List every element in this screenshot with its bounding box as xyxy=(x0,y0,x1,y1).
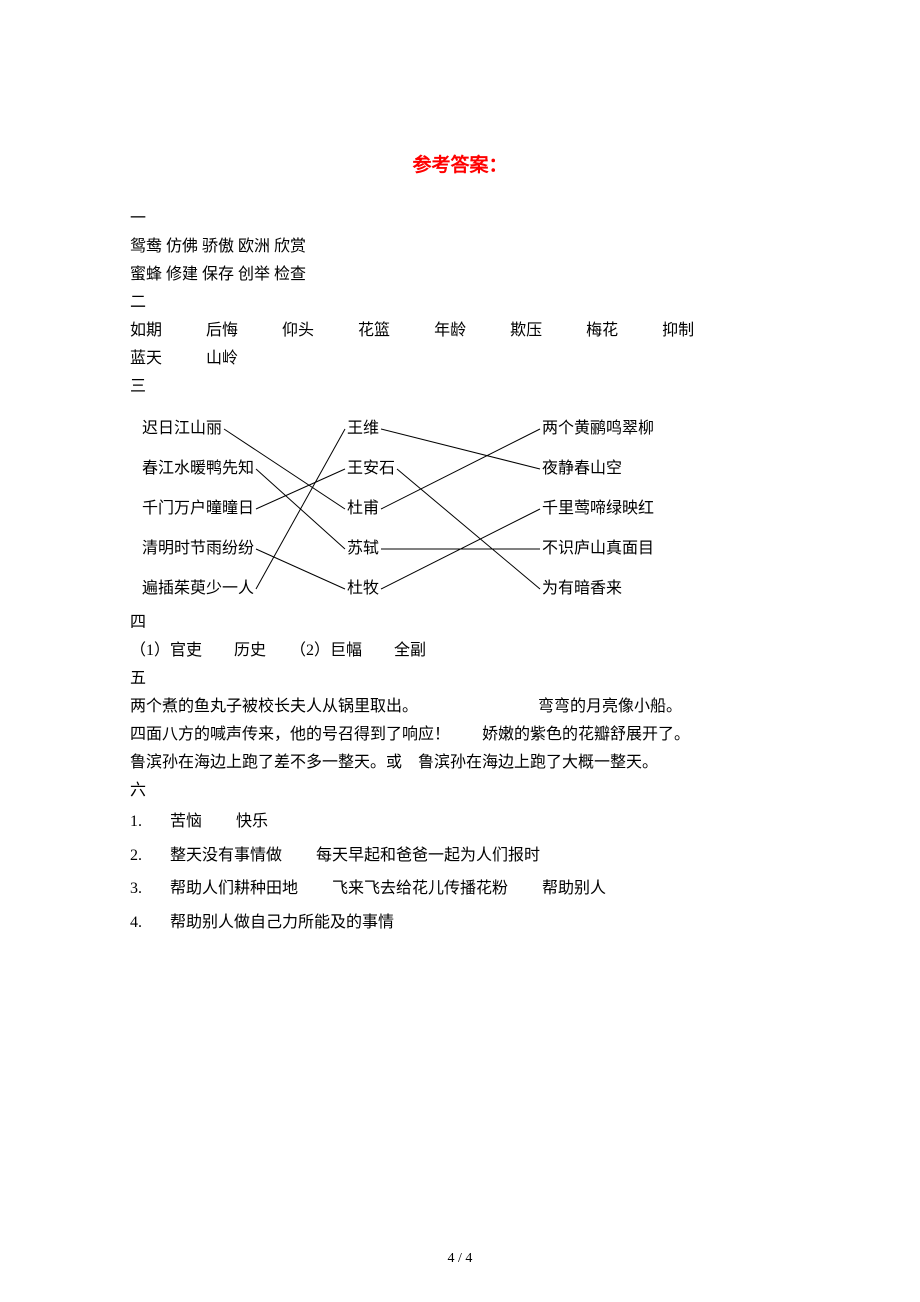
word: 蓝天 xyxy=(130,345,162,373)
word: 欺压 xyxy=(510,317,542,345)
section-1-line-2: 蜜蜂 修建 保存 创举 检查 xyxy=(130,261,790,289)
qa-body: 帮助人们耕种田地 飞来飞去给花儿传播花粉 帮助别人 xyxy=(170,872,636,906)
section-6-label: 六 xyxy=(130,777,790,805)
left-item: 春江水暖鸭先知 xyxy=(142,449,254,489)
section-4-line-1: （1）官吏 历史 （2）巨幅 全副 xyxy=(130,637,790,665)
diagram-col-right: 两个黄鹂鸣翠柳 夜静春山空 千里莺啼绿映红 不识庐山真面目 为有暗香来 xyxy=(542,409,654,609)
qa-part: 帮助人们耕种田地 xyxy=(170,872,298,906)
section-2-label: 二 xyxy=(130,289,790,317)
section-5-line-3: 鲁滨孙在海边上跑了差不多一整天。或 鲁滨孙在海边上跑了大概一整天。 xyxy=(130,749,790,777)
qa-item: 4. 帮助别人做自己力所能及的事情 xyxy=(130,906,790,940)
mid-item: 王维 xyxy=(347,409,395,449)
mid-item: 杜甫 xyxy=(347,489,395,529)
section-1-line-1: 鸳鸯 仿佛 骄傲 欧洲 欣赏 xyxy=(130,233,790,261)
qa-part: 快乐 xyxy=(236,805,268,839)
word: 后悔 xyxy=(206,317,238,345)
section-1-label: 一 xyxy=(130,205,790,233)
word: 抑制 xyxy=(662,317,694,345)
qa-body: 帮助别人做自己力所能及的事情 xyxy=(170,906,424,940)
diagram-col-mid: 王维 王安石 杜甫 苏轼 杜牧 xyxy=(347,409,395,609)
qa-part: 帮助别人 xyxy=(542,872,606,906)
right-item: 两个黄鹂鸣翠柳 xyxy=(542,409,654,449)
qa-item: 2. 整天没有事情做 每天早起和爸爸一起为人们报时 xyxy=(130,839,790,873)
qa-number: 2. xyxy=(130,839,170,873)
qa-item: 1. 苦恼 快乐 xyxy=(130,805,790,839)
qa-body: 苦恼 快乐 xyxy=(170,805,298,839)
left-item: 遍插茱萸少一人 xyxy=(142,569,254,609)
mid-item: 王安石 xyxy=(347,449,395,489)
qa-part: 苦恼 xyxy=(170,805,202,839)
word: 山岭 xyxy=(206,345,238,373)
left-item: 千门万户曈曈日 xyxy=(142,489,254,529)
answer-key-title: 参考答案： xyxy=(130,150,790,177)
right-item: 夜静春山空 xyxy=(542,449,654,489)
qa-part: 飞来飞去给花儿传播花粉 xyxy=(332,872,508,906)
qa-number: 1. xyxy=(130,805,170,839)
word: 梅花 xyxy=(586,317,618,345)
matching-diagram: 迟日江山丽 春江水暖鸭先知 千门万户曈曈日 清明时节雨纷纷 遍插茱萸少一人 王维… xyxy=(142,409,790,609)
left-item: 清明时节雨纷纷 xyxy=(142,529,254,569)
mid-item: 杜牧 xyxy=(347,569,395,609)
qa-part: 每天早起和爸爸一起为人们报时 xyxy=(316,839,540,873)
right-item: 千里莺啼绿映红 xyxy=(542,489,654,529)
right-item: 不识庐山真面目 xyxy=(542,529,654,569)
right-item: 为有暗香来 xyxy=(542,569,654,609)
word: 花篮 xyxy=(358,317,390,345)
word: 如期 xyxy=(130,317,162,345)
section-5-label: 五 xyxy=(130,665,790,693)
left-item: 迟日江山丽 xyxy=(142,409,254,449)
section-4-label: 四 xyxy=(130,609,790,637)
word: 仰头 xyxy=(282,317,314,345)
page-footer: 4 / 4 xyxy=(0,1251,920,1267)
qa-part: 帮助别人做自己力所能及的事情 xyxy=(170,906,394,940)
qa-item: 3. 帮助人们耕种田地 飞来飞去给花儿传播花粉 帮助别人 xyxy=(130,872,790,906)
qa-number: 4. xyxy=(130,906,170,940)
page: 参考答案： 一 鸳鸯 仿佛 骄傲 欧洲 欣赏 蜜蜂 修建 保存 创举 检查 二 … xyxy=(0,0,920,1302)
section-5-line-2: 四面八方的喊声传来，他的号召得到了响应！ 娇嫩的紫色的花瓣舒展开了。 xyxy=(130,721,790,749)
mid-item: 苏轼 xyxy=(347,529,395,569)
qa-body: 整天没有事情做 每天早起和爸爸一起为人们报时 xyxy=(170,839,570,873)
qa-number: 3. xyxy=(130,872,170,906)
word: 年龄 xyxy=(434,317,466,345)
section-3-label: 三 xyxy=(130,373,790,401)
section-5-line-1: 两个煮的鱼丸子被校长夫人从锅里取出。 弯弯的月亮像小船。 xyxy=(130,693,790,721)
diagram-col-left: 迟日江山丽 春江水暖鸭先知 千门万户曈曈日 清明时节雨纷纷 遍插茱萸少一人 xyxy=(142,409,254,609)
section-2-words: 如期 后悔 仰头 花篮 年龄 欺压 梅花 抑制 蓝天 山岭 xyxy=(130,317,790,373)
qa-part: 整天没有事情做 xyxy=(170,839,282,873)
